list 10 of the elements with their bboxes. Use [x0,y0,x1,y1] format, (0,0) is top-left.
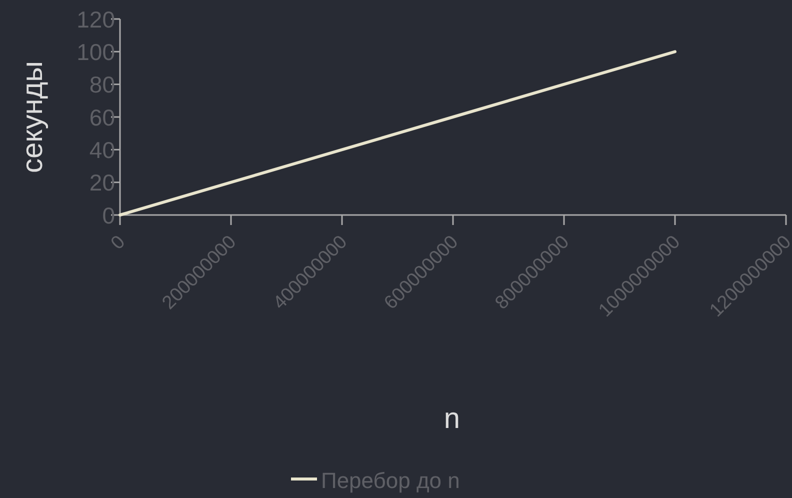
y-tick-label: 40 [89,136,115,163]
y-tick-label: 80 [89,72,115,98]
line-series [118,50,676,216]
y-tick-label: 120 [76,6,115,32]
y-tick-label: 100 [76,38,115,65]
y-tick-label: 20 [89,170,115,196]
x-axis-title: n [444,403,460,435]
y-tick-label: 0 [102,202,115,228]
y-axis-title: секунды [17,61,49,173]
y-tick-label: 60 [89,104,115,130]
